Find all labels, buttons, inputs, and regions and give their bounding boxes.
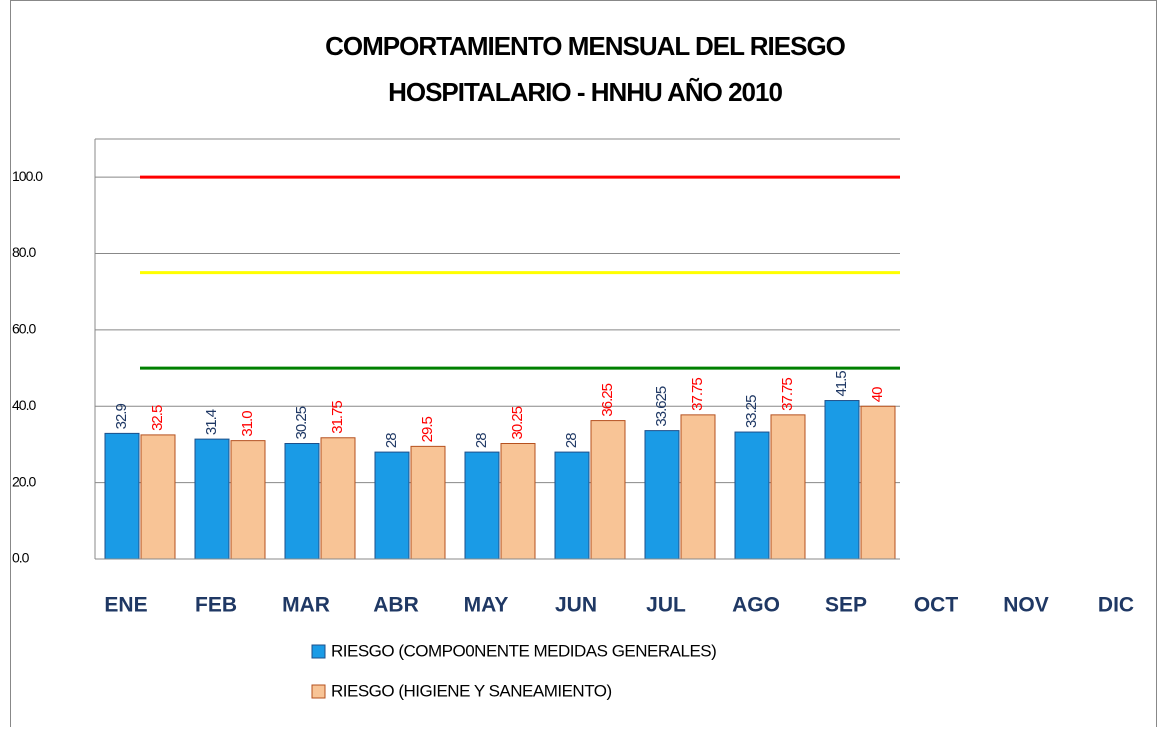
x-tick-label: DIC [1098,594,1134,617]
legend-label: RIESGO (HIGIENE Y SANEAMIENTO) [331,681,612,700]
y-tick-label: 80.0 [12,244,36,260]
bar [590,420,626,560]
x-tick-label: MAR [282,594,330,617]
data-label: 36.25 [599,383,616,416]
data-label: 40 [869,387,886,402]
chart-title: COMPORTAMIENTO MENSUAL DEL RIESGO [325,31,846,61]
chart-frame [10,0,1157,732]
bar [230,440,266,560]
data-label: 33.25 [743,395,760,428]
bar [500,443,536,560]
bar [320,437,356,560]
chart-title: HOSPITALARIO - HNHU AÑO 2010 [388,77,782,107]
data-label: 28 [473,433,490,448]
x-tick-label: JUN [555,594,597,617]
data-label: 30.25 [293,406,310,439]
x-tick-label: FEB [195,594,237,617]
data-label: 28 [383,433,400,448]
bar [554,451,590,560]
bar [194,438,230,560]
bar [410,445,446,560]
x-tick-label: SEP [825,594,867,617]
data-label: 31.0 [239,411,256,437]
legend-label: RIESGO (COMPO0NENTE MEDIDAS GENERALES) [331,641,716,660]
x-tick-label: MAY [464,594,509,617]
bar [374,451,410,560]
bar [284,443,320,560]
bar [140,434,176,560]
y-tick-label: 60.0 [12,321,36,337]
bar [104,432,140,560]
legend-swatch [311,644,326,659]
bar [464,451,500,560]
bar [734,431,770,560]
data-label: 37.75 [779,378,796,411]
x-tick-label: AGO [732,594,780,617]
bar [770,414,806,560]
data-label: 28 [563,433,580,448]
data-label: 41.5 [833,371,850,397]
bar [644,430,680,560]
bar [680,414,716,560]
data-label: 30.25 [509,406,526,439]
x-tick-label: OCT [914,594,959,617]
bar [860,405,896,560]
data-label: 31.4 [203,409,220,435]
data-label: 37.75 [689,378,706,411]
data-label: 32.5 [149,405,166,431]
legend-swatch [311,684,326,699]
x-tick-label: ABR [373,594,419,617]
y-tick-label: 20.0 [12,473,36,489]
data-label: 31.75 [329,401,346,434]
data-label: 33.625 [653,386,670,427]
y-tick-label: 40.0 [12,397,36,413]
data-label: 29.5 [419,417,436,443]
y-tick-label: 0.0 [12,550,30,566]
y-tick-label: 100.0 [12,168,43,184]
data-label: 32.9 [113,404,130,430]
x-tick-label: JUL [646,594,686,617]
bar [824,400,860,560]
x-tick-label: NOV [1003,594,1049,617]
x-tick-label: ENE [104,594,147,617]
